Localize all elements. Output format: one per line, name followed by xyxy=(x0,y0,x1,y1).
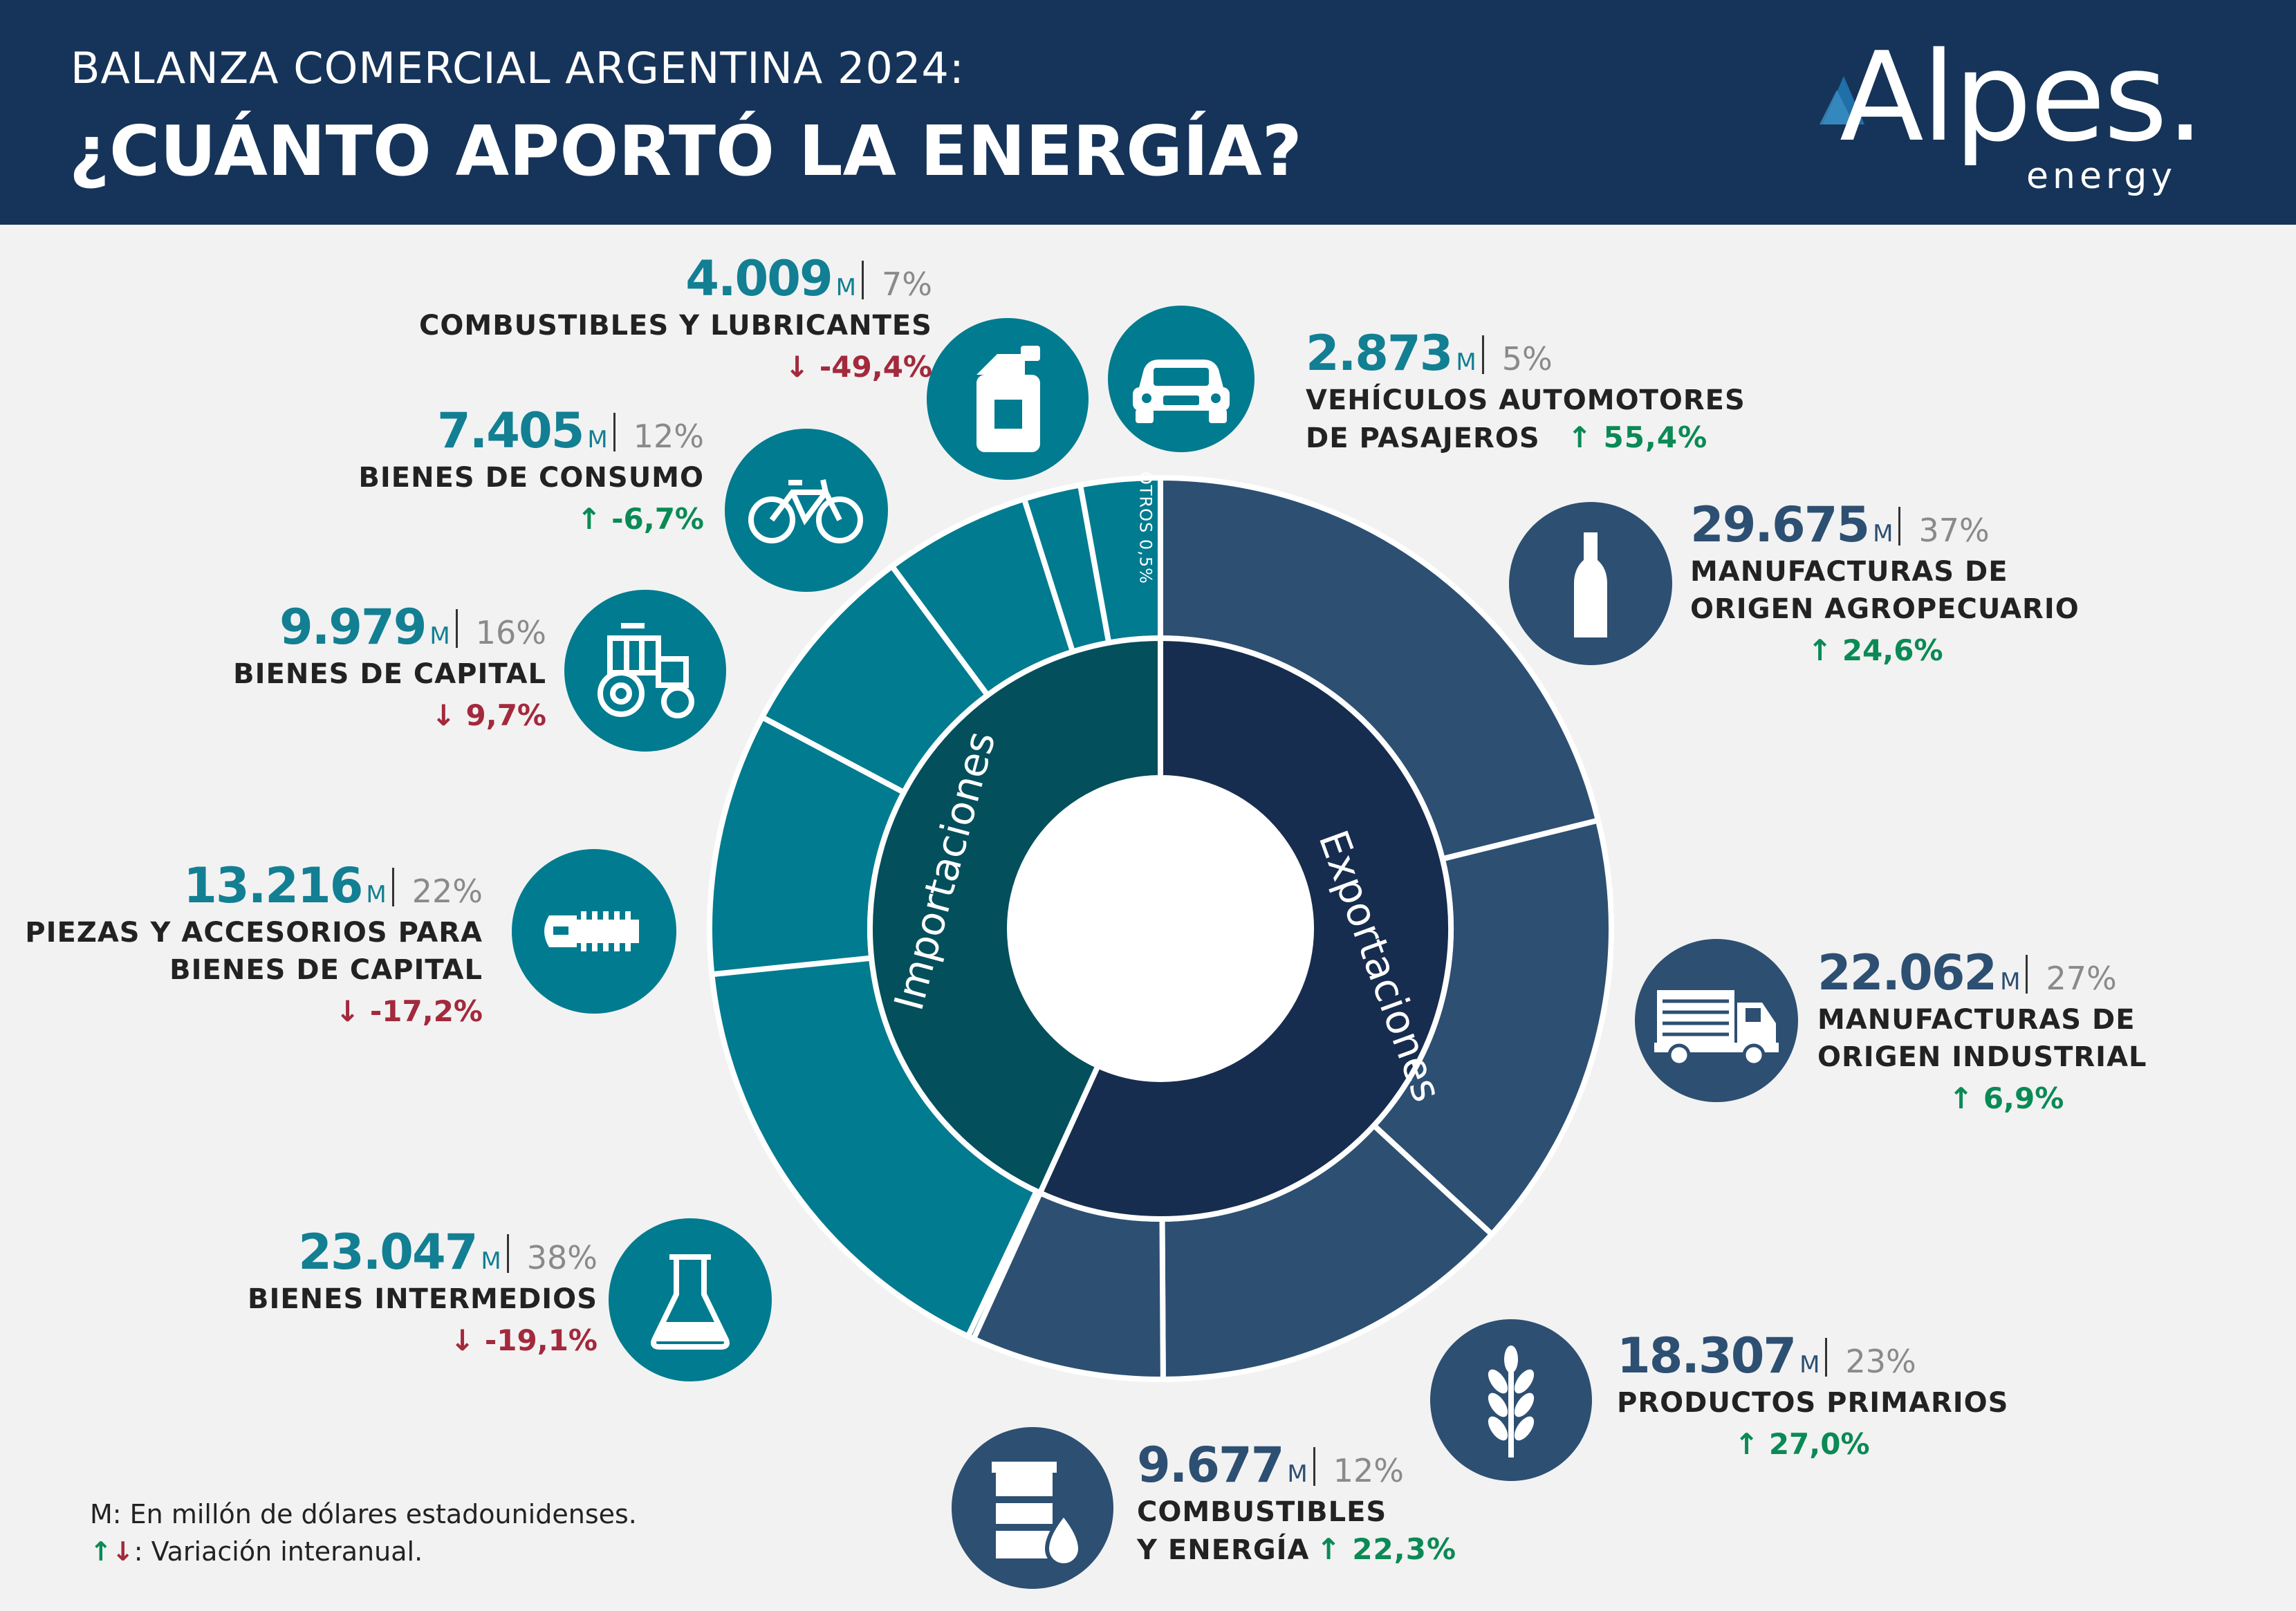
inner-segment-importaciones xyxy=(867,635,1163,1197)
truck-icon xyxy=(1635,939,1798,1102)
value: 18.307 xyxy=(1617,1328,1797,1384)
variation: ↑ 22,3% xyxy=(1316,1532,1457,1566)
oil-drop-icon xyxy=(952,1427,1113,1589)
header-title: ¿CUÁNTO APORTÓ LA ENERGÍA? xyxy=(69,111,1302,192)
unit: M xyxy=(366,881,387,909)
variation: ↑ 55,4% xyxy=(1567,420,1708,454)
value: 9.979 xyxy=(279,599,427,655)
label-combustibles-energia: 9.677 M 12% COMBUSTIBLES Y ENERGÍA ↑ 22,3% xyxy=(1137,1437,1456,1569)
pct: 38% xyxy=(526,1239,598,1276)
label-vehiculos: 2.873 M 5% VEHÍCULOS AUTOMOTORES DE PASAJE… xyxy=(1306,325,1746,457)
label-moa: 29.675 M 37% MANUFACTURAS DE ORIGEN AGROPE… xyxy=(1690,496,2080,667)
variation: ↑ 24,6% xyxy=(1808,633,1943,667)
center-hole xyxy=(1012,781,1308,1077)
pct: 7% xyxy=(882,266,932,303)
variation: ↓ -49,4% xyxy=(785,350,932,384)
label-primarios: 18.307 M 23% PRODUCTOS PRIMARIOS ↑ 27,0% xyxy=(1617,1328,2008,1461)
value: 29.675 xyxy=(1690,496,1870,553)
category-name-1: MANUFACTURAS DE xyxy=(1690,556,2008,588)
label-combustibles-lubricantes: 4.009 M 7% COMBUSTIBLES Y LUBRICANTES ↓ -4… xyxy=(419,250,932,384)
pct: 5% xyxy=(1501,340,1553,378)
label-bienes-intermedios: 23.047 M 38% BIENES INTERMEDIOS ↓ -19,1% xyxy=(248,1224,598,1357)
category-name-1: PIEZAS Y ACCESORIOS PARA xyxy=(25,917,483,949)
variation: ↑ -6,7% xyxy=(577,502,704,536)
legend-variation-note: ↑↓: Variación interanual. xyxy=(90,1536,423,1567)
category-name: BIENES DE CAPITAL xyxy=(233,658,546,690)
category-name-1: VEHÍCULOS AUTOMOTORES xyxy=(1306,384,1746,416)
variation: ↑ 6,9% xyxy=(1949,1081,2064,1115)
arrow-up-icon: ↑ xyxy=(90,1536,112,1567)
value: 23.047 xyxy=(298,1224,478,1281)
variation: ↓ -19,1% xyxy=(450,1323,598,1357)
pct: 12% xyxy=(633,418,704,455)
value: 7.405 xyxy=(436,402,584,459)
header-subtitle: BALANZA COMERCIAL ARGENTINA 2024: xyxy=(71,43,965,93)
brand-logo-sub: energy xyxy=(2026,156,2177,197)
category-name-2: BIENES DE CAPITAL xyxy=(169,954,483,986)
variation: ↑ 27,0% xyxy=(1734,1427,1870,1461)
category-name: PRODUCTOS PRIMARIOS xyxy=(1617,1387,2009,1419)
label-moi: 22.062 M 27% MANUFACTURAS DE ORIGEN INDUST… xyxy=(1817,944,2147,1115)
unit: M xyxy=(835,274,857,301)
label-piezas: 13.216 M 22% PIEZAS Y ACCESORIOS PARA BIEN… xyxy=(25,857,483,1028)
variation: ↓ -17,2% xyxy=(335,994,483,1028)
value: 13.216 xyxy=(183,857,363,914)
label-bienes-capital: 9.979 M 16% BIENES DE CAPITAL ↓ 9,7% xyxy=(233,599,546,732)
mountain-logo-icon xyxy=(1820,76,1864,124)
category-name: BIENES INTERMEDIOS xyxy=(247,1283,598,1315)
pct: 27% xyxy=(2046,960,2117,997)
pct: 12% xyxy=(1333,1452,1405,1489)
category-name-1: MANUFACTURAS DE xyxy=(1817,1004,2136,1036)
value: 2.873 xyxy=(1306,325,1453,382)
unit: M xyxy=(481,1247,501,1275)
label-bienes-consumo: 7.405 M 12% BIENES DE CONSUMO ↑ -6,7% xyxy=(358,402,704,536)
pct: 23% xyxy=(1845,1343,1916,1380)
variation: ↓ 9,7% xyxy=(431,698,546,732)
bolt-icon xyxy=(512,849,676,1014)
value: 4.009 xyxy=(685,250,833,307)
fuel-can-icon xyxy=(927,318,1089,480)
pct: 37% xyxy=(1918,512,1990,549)
unit: M xyxy=(1456,348,1476,376)
tractor-icon xyxy=(564,590,726,752)
legend-unit-note: M: En millón de dólares estadounidenses. xyxy=(90,1499,637,1529)
segment-label-otros: OTROS 0,5% xyxy=(1136,472,1156,584)
category-name: COMBUSTIBLES Y LUBRICANTES xyxy=(419,310,932,342)
category-name-1: COMBUSTIBLES xyxy=(1137,1496,1387,1528)
header-banner: BALANZA COMERCIAL ARGENTINA 2024: ¿CUÁNT… xyxy=(0,0,2296,225)
bottle-icon xyxy=(1509,502,1672,665)
unit: M xyxy=(1873,520,1894,548)
pct: 22% xyxy=(411,873,483,910)
brand-logo: Alpes. xyxy=(1840,26,2205,169)
category-name-2: DE PASAJEROS ↑ 55,4% xyxy=(1306,420,1708,454)
value: 9.677 xyxy=(1137,1437,1284,1493)
bicycle-icon xyxy=(725,429,888,592)
arrow-down-icon: ↓ xyxy=(111,1536,134,1567)
category-name-2: Y ENERGÍA ↑ 22,3% xyxy=(1137,1532,1457,1566)
unit: M xyxy=(429,622,450,650)
category-name: BIENES DE CONSUMO xyxy=(358,462,704,494)
value: 22.062 xyxy=(1817,944,1997,1001)
pct: 16% xyxy=(475,614,546,651)
inner-segment-exportaciones xyxy=(1036,635,1454,1222)
category-name-2: ORIGEN INDUSTRIAL xyxy=(1817,1041,2147,1073)
unit: M xyxy=(1799,1351,1820,1379)
wheat-icon xyxy=(1430,1319,1592,1481)
unit: M xyxy=(2000,968,2021,996)
category-name-2: ORIGEN AGROPECUARIO xyxy=(1690,593,2080,625)
flask-icon xyxy=(609,1218,772,1381)
car-icon xyxy=(1108,306,1255,452)
unit: M xyxy=(1287,1460,1308,1488)
unit: M xyxy=(587,426,608,454)
